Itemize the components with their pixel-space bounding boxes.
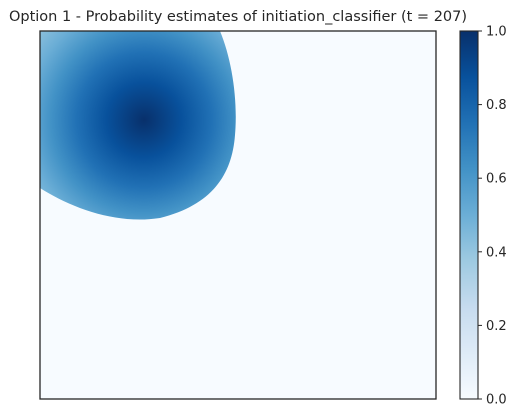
chart-title: Option 1 - Probability estimates of init… (9, 9, 467, 25)
plot-frame (39, 30, 437, 400)
heatmap-plot-area (39, 30, 437, 400)
colorbar-tick-label: 1.0 (486, 25, 507, 40)
colorbar: 0.0 0.2 0.4 0.6 0.8 1.0 (459, 25, 507, 408)
colorbar-tick-label: 0.2 (486, 319, 507, 334)
heatmap-high-probability-region (40, 31, 236, 220)
colorbar-ticks: 0.0 0.2 0.4 0.6 0.8 1.0 (478, 25, 507, 408)
colorbar-gradient (460, 31, 478, 399)
colorbar-tick-label: 0.0 (486, 393, 507, 408)
colorbar-frame (459, 30, 479, 400)
colorbar-tick-label: 0.4 (486, 245, 507, 260)
colorbar-tick-label: 0.8 (486, 98, 507, 113)
colorbar-tick-label: 0.6 (486, 172, 507, 187)
